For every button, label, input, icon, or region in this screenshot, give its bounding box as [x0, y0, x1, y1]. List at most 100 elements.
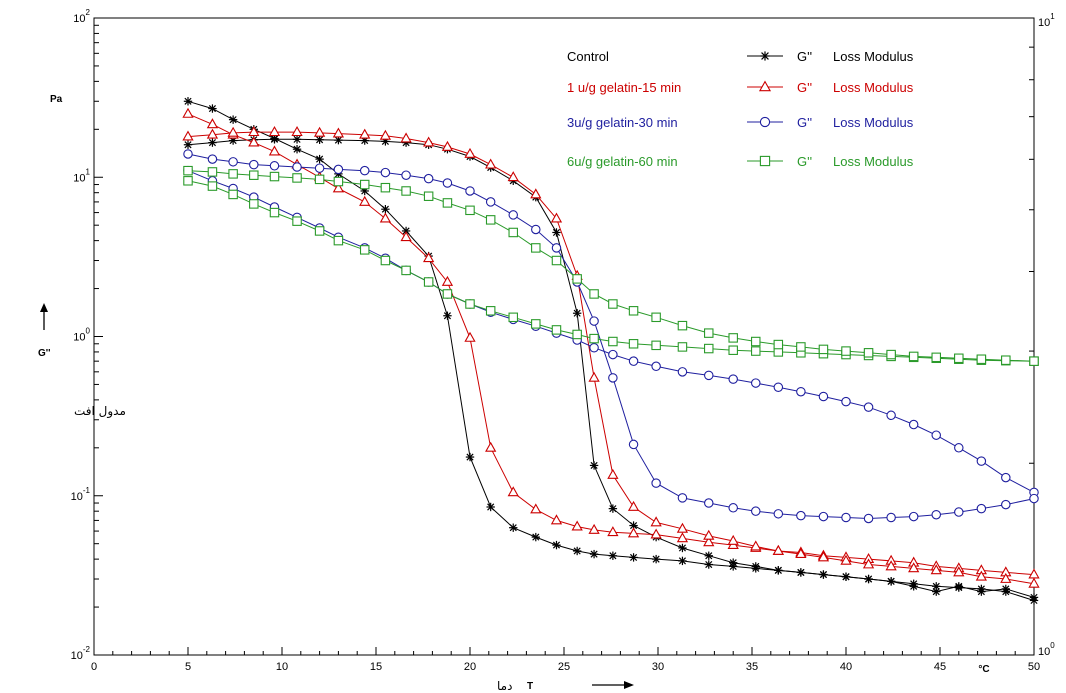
data-point — [400, 132, 412, 143]
data-point — [841, 512, 851, 523]
data-point — [759, 116, 771, 128]
data-point — [401, 265, 411, 276]
data-point — [314, 174, 325, 185]
x-tick-label: 5 — [185, 661, 191, 673]
data-point — [531, 224, 541, 235]
series-line — [187, 180, 1035, 362]
data-point — [572, 274, 582, 284]
data-point — [954, 443, 964, 453]
legend-desc: Loss Modulus — [833, 49, 914, 64]
y-tick-label: 10-2 — [71, 645, 91, 662]
data-point — [728, 333, 738, 343]
data-point — [651, 361, 661, 372]
data-point — [509, 523, 518, 532]
data-point — [227, 126, 239, 137]
data-point — [863, 513, 874, 524]
data-point — [864, 574, 873, 584]
legend-symbol: G'' — [797, 154, 812, 169]
x-tick-label: 30 — [652, 661, 664, 673]
data-point — [773, 509, 784, 519]
data-point — [931, 352, 941, 363]
data-point — [249, 199, 259, 209]
data-point — [751, 336, 761, 347]
x-tick-label: 20 — [464, 661, 476, 673]
data-point — [531, 243, 541, 253]
data-point — [442, 178, 453, 188]
data-point — [485, 306, 496, 316]
data-point — [465, 452, 475, 462]
data-point — [704, 343, 714, 354]
data-point — [589, 289, 599, 299]
data-point — [608, 299, 618, 309]
data-point — [465, 205, 475, 216]
data-point — [629, 553, 638, 562]
data-point — [332, 182, 345, 193]
data-point — [1028, 568, 1040, 579]
data-point — [1001, 355, 1011, 365]
data-point — [359, 128, 371, 139]
data-point — [795, 547, 807, 559]
series-line — [187, 138, 1035, 598]
data-point — [908, 562, 920, 573]
data-point — [441, 140, 454, 151]
y-tick-label: 10-1 — [71, 486, 91, 503]
data-point — [508, 210, 518, 220]
data-point — [909, 582, 918, 591]
data-point — [607, 526, 619, 537]
data-point — [208, 138, 217, 147]
data-point — [400, 231, 412, 242]
data-point — [772, 544, 784, 555]
series-layer — [182, 97, 1040, 605]
data-point — [819, 570, 828, 579]
data-point — [572, 546, 582, 556]
data-point — [551, 243, 562, 253]
legend-desc: Loss Modulus — [833, 80, 914, 95]
data-point — [628, 306, 639, 316]
data-point — [333, 176, 344, 187]
data-point — [268, 126, 281, 137]
data-point — [249, 170, 259, 180]
data-point — [727, 534, 739, 545]
data-point — [464, 331, 476, 342]
data-point — [627, 527, 640, 538]
right-tick-label: 101 — [1038, 12, 1055, 29]
data-point — [608, 349, 618, 360]
data-point — [207, 181, 218, 191]
data-point — [380, 182, 391, 193]
data-point — [751, 346, 761, 356]
x-tick-label: 25 — [558, 661, 570, 673]
data-point — [572, 309, 582, 318]
data-point — [442, 198, 453, 208]
data-point — [932, 587, 941, 596]
data-point — [930, 564, 942, 575]
data-point — [359, 195, 371, 206]
data-point — [1029, 593, 1039, 602]
data-point — [628, 339, 639, 349]
data-point — [608, 373, 618, 383]
data-point — [314, 226, 325, 236]
data-point — [359, 245, 370, 255]
data-point — [379, 129, 392, 140]
data-point — [589, 461, 599, 470]
legend: Control G'' Loss Modulus 1 u/g gelatin-15 m… — [567, 49, 914, 169]
series-1 — [182, 107, 1040, 588]
data-point — [627, 500, 640, 511]
data-point — [704, 551, 713, 560]
data-point — [588, 523, 600, 534]
data-point — [530, 503, 542, 514]
data-point — [206, 118, 219, 129]
data-point — [976, 456, 987, 466]
data-point — [1000, 572, 1012, 583]
data-point — [760, 51, 770, 61]
data-point — [552, 228, 561, 237]
legend-series-name: 6u/g gelatin-60 min — [567, 154, 678, 169]
data-point — [552, 540, 561, 550]
data-point — [678, 543, 687, 553]
legend-symbol: G'' — [797, 80, 812, 95]
data-point — [954, 507, 964, 517]
data-point — [908, 419, 919, 430]
data-point — [774, 566, 783, 575]
data-point — [885, 560, 897, 571]
data-point — [628, 439, 639, 450]
